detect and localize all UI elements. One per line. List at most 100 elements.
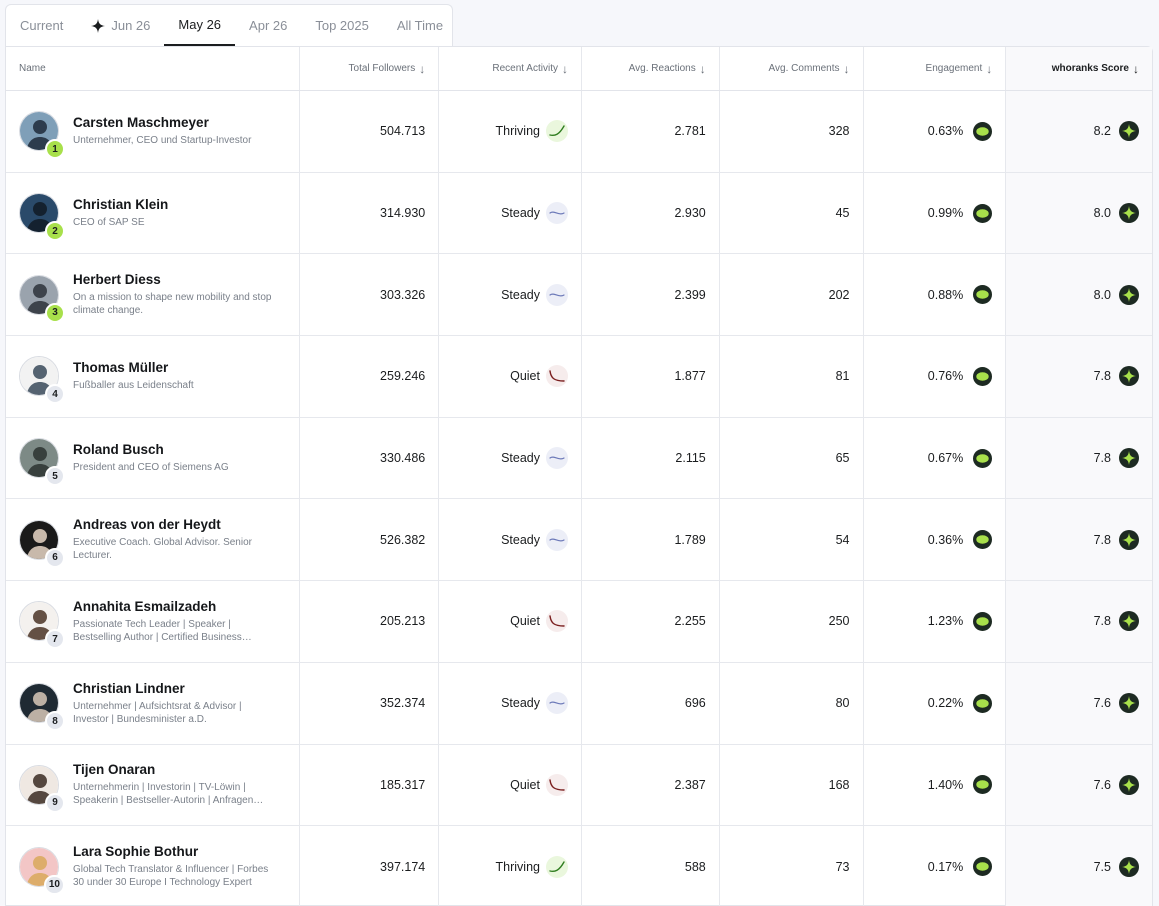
table-row[interactable]: 9 Tijen Onaran Unternehmerin | Investorin … [6,744,1152,827]
reactions-value: 588 [684,859,706,874]
column-header-comments[interactable]: Avg. Comments ↓ [720,47,864,90]
column-header-reactions[interactable]: Avg. Reactions ↓ [582,47,720,90]
sparkle-icon [91,18,106,33]
reactions-cell: 2.387 [582,744,720,826]
sparkle-icon [1119,529,1139,550]
comments-cell: 65 [720,417,864,499]
person-name[interactable]: Christian Lindner [73,680,185,696]
engagement-value: 0.76% [927,369,964,384]
engagement-value: 0.36% [927,532,964,547]
activity: Steady [501,528,568,551]
comments-value: 328 [828,124,850,139]
tab-jun-26[interactable]: Jun 26 [77,5,164,46]
leaderboard-table: Name Total Followers ↓ Recent Activity ↓ A… [5,46,1153,906]
person-name[interactable]: Christian Klein [73,197,169,213]
table-row[interactable]: 2 Christian Klein CEO of SAP SE 314.930 Stea… [6,172,1152,255]
score: 8.0 [1094,284,1139,305]
score: 7.6 [1093,693,1139,714]
table-row[interactable]: 4 Thomas Müller Fußballer aus Leidenschaft… [6,336,1152,418]
activity-trend-icon [545,120,568,143]
tab-may-26[interactable]: May 26 [164,5,236,46]
reactions-value: 1.789 [674,532,706,547]
column-header-score[interactable]: whoranks Score ↓ [1006,47,1152,90]
table-row[interactable]: 3 Herbert Diess On a mission to shape new … [6,254,1152,337]
engagement-cell: 0.88% [864,254,1007,336]
sparkle-icon [1119,856,1139,877]
engagement: 0.76% [927,366,993,386]
score-cell: 7.8 [1006,499,1152,581]
sparkle-icon [1119,203,1139,224]
followers-value: 397.174 [380,859,426,874]
person-text: Roland Busch President and CEO of Siemens… [73,442,273,474]
table-row[interactable]: 6 Andreas von der Heydt Executive Coach. G… [6,499,1152,582]
score-value: 8.0 [1093,206,1111,221]
tab-label: All Time [396,18,444,33]
table-row[interactable]: 5 Roland Busch President and CEO of Siemen… [6,417,1152,500]
reactions-cell: 1.877 [582,336,720,417]
activity: Steady [501,447,568,470]
person: 7 Annahita Esmailzadeh Passionate Tech Lea… [19,598,273,650]
tab-all-time[interactable]: All Time [383,5,457,46]
name-cell: 7 Annahita Esmailzadeh Passionate Tech Lea… [6,581,301,662]
table-row[interactable]: 1 Carsten Maschmeyer Unternehmer, CEO und … [6,91,1152,173]
column-header-name[interactable]: Name [6,47,301,90]
followers-cell: 185.317 [300,744,440,826]
person-name[interactable]: Thomas Müller [73,360,169,376]
score-value: 7.6 [1093,696,1111,711]
comments-value: 168 [828,777,850,792]
followers-value: 314.930 [380,206,426,221]
score-value: 7.8 [1093,369,1111,384]
tab-current[interactable]: Current [6,5,77,46]
comments-cell: 250 [720,581,864,662]
comments-cell: 328 [720,91,864,172]
sort-arrow-icon: ↓ [843,61,850,76]
person-name[interactable]: Andreas von der Heydt [73,517,221,533]
person: 1 Carsten Maschmeyer Unternehmer, CEO und … [19,111,273,160]
rank-badge: 4 [45,384,65,405]
score-cell: 8.2 [1006,91,1152,172]
table-row[interactable]: 7 Annahita Esmailzadeh Passionate Tech Lea… [6,581,1152,663]
comments-value: 65 [835,451,850,466]
engagement-value: 0.63% [927,124,964,139]
score-cell: 8.0 [1006,254,1152,336]
engagement-cell: 0.22% [864,662,1007,744]
engagement: 0.36% [927,530,993,550]
avatar-wrap: 1 [19,111,65,160]
person-name[interactable]: Carsten Maschmeyer [73,115,209,131]
activity-label: Quiet [510,777,540,792]
person-name[interactable]: Lara Sophie Bothur [73,844,199,860]
table-row[interactable]: 10 Lara Sophie Bothur Global Tech Translat… [6,826,1152,906]
person-name[interactable]: Tijen Onaran [73,762,156,778]
avatar-wrap: 4 [19,356,65,405]
column-header-activity[interactable]: Recent Activity ↓ [439,47,582,90]
column-label-engagement: Engagement [925,63,983,74]
column-label-followers: Total Followers [348,63,416,74]
person-name[interactable]: Roland Busch [73,442,164,458]
person-name[interactable]: Herbert Diess [73,272,161,288]
activity-cell: Quiet [439,581,582,662]
avatar-wrap: 10 [19,846,65,895]
tab-label: Apr 26 [249,18,288,33]
person: 8 Christian Lindner Unternehmer | Aufsicht… [19,680,273,732]
comments-value: 202 [828,287,850,302]
person-text: Andreas von der Heydt Executive Coach. Gl… [73,517,273,562]
score-value: 7.8 [1093,532,1111,547]
column-header-followers[interactable]: Total Followers ↓ [300,47,440,90]
tab-apr-26[interactable]: Apr 26 [235,5,301,46]
activity-cell: Steady [439,417,582,499]
rank-badge: 3 [45,302,65,323]
column-header-engagement[interactable]: Engagement ↓ [864,47,1007,90]
sparkle-icon [1119,366,1139,387]
person-title: CEO of SAP SE [73,217,145,229]
rank-badge: 8 [45,711,65,732]
name-cell: 4 Thomas Müller Fußballer aus Leidenschaft [6,336,301,417]
activity-cell: Thriving [439,826,582,906]
activity-label: Steady [501,532,540,547]
tab-top-2025[interactable]: Top 2025 [301,5,383,46]
person-name[interactable]: Annahita Esmailzadeh [73,598,217,614]
table-row[interactable]: 8 Christian Lindner Unternehmer | Aufsicht… [6,662,1152,745]
person-title: Global Tech Translator & Influencer | Fo… [73,864,269,889]
score-value: 8.2 [1093,124,1111,139]
score-cell: 7.6 [1006,662,1152,744]
reactions-cell: 1.789 [582,499,720,581]
